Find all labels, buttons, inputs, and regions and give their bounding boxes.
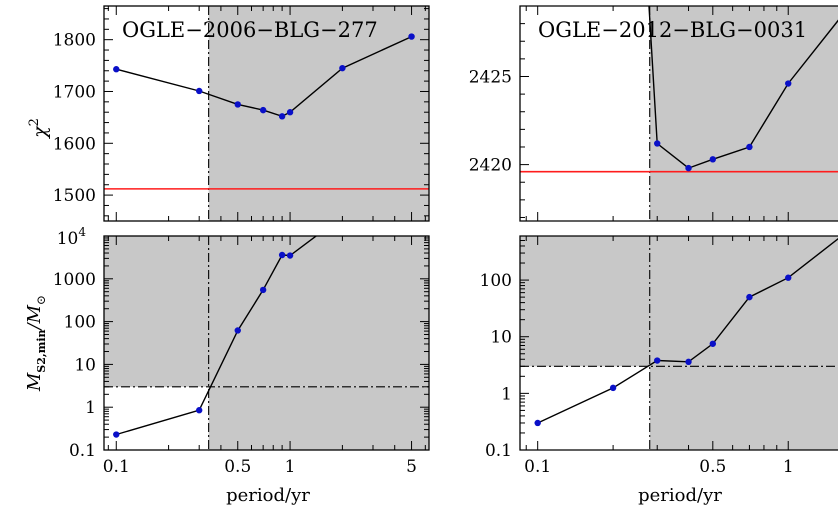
panel-title: OGLE−2006−BLG−277: [122, 18, 378, 42]
x-tick-label: 5: [406, 457, 417, 477]
data-point: [746, 143, 753, 151]
data-point: [785, 274, 792, 281]
data-point: [408, 33, 415, 40]
panel-top-right: 2420 2425 OGLE−2012−BLG−0031: [469, 5, 838, 222]
data-point: [286, 252, 294, 259]
panel-title: OGLE−2012−BLG−0031: [538, 18, 807, 42]
y-tick-label: 10: [74, 355, 96, 375]
data-point: [234, 327, 241, 334]
data-point: [339, 64, 346, 72]
data-point: [195, 407, 203, 414]
y-tick-label: 100: [480, 271, 512, 291]
x-tick-label: 0.5: [699, 457, 726, 477]
data-point: [685, 164, 692, 172]
y-tick-label: 10: [490, 328, 512, 348]
data-point: [746, 293, 753, 301]
data-point: [195, 87, 203, 95]
data-point: [278, 113, 286, 120]
y-axis-label: MS2,min/M⊙: [24, 295, 48, 392]
data-point: [113, 431, 120, 438]
y-tick-label: 2425: [469, 67, 512, 87]
data-point: [709, 156, 717, 163]
data-point: [259, 286, 267, 294]
y-tick-label: 1700: [53, 82, 96, 102]
x-axis-label: period/yr: [226, 485, 310, 506]
panel-top-left: 1500 1600 1700 1800 OGLE−2006−BLG−277 χ2: [27, 5, 430, 222]
shaded-region: [208, 386, 429, 450]
panel-bottom-left: 0.1 0.5 1 5 0.1 1 10 100 1000 104 MS2,min/M⊙ peri…: [24, 225, 430, 506]
y-tick-label: 1600: [53, 134, 96, 154]
data-point: [234, 101, 241, 108]
y-tick-label: 0.1: [485, 441, 512, 461]
axes-frame: [519, 5, 838, 222]
shaded-region: [520, 236, 838, 367]
series-line: [116, 35, 412, 118]
data-point: [685, 358, 692, 366]
shaded-region: [104, 236, 429, 387]
x-axis-label: period/yr: [638, 485, 722, 506]
data-point: [709, 340, 717, 347]
y-tick-label: 100: [64, 313, 96, 333]
data-point: [785, 80, 792, 87]
shaded-region: [649, 366, 838, 450]
x-tick-label: 1: [783, 457, 794, 477]
data-point: [113, 66, 120, 73]
axes-frame: [519, 235, 838, 451]
y-tick-label: 0.1: [69, 441, 96, 461]
y-tick-label: 1800: [53, 31, 96, 51]
data-point: [534, 419, 541, 427]
data-point: [654, 140, 661, 147]
x-tick-label: 0.5: [224, 457, 251, 477]
y-tick-label: 1000: [53, 270, 96, 290]
series-line: [537, 237, 838, 424]
data-point: [286, 109, 294, 116]
x-tick-label: 0.1: [103, 457, 130, 477]
x-tick-label: 0.1: [524, 457, 551, 477]
data-point: [259, 106, 267, 114]
shaded-region: [649, 6, 838, 221]
y-axis-label: χ2: [27, 118, 51, 140]
data-point: [609, 384, 617, 392]
axes-frame: [103, 5, 430, 222]
y-tick-label: 2420: [469, 156, 512, 176]
y-tick-label: 1500: [53, 186, 96, 206]
x-tick-label: 1: [285, 457, 296, 477]
shaded-region: [208, 6, 429, 221]
y-tick-label: 1: [85, 398, 96, 418]
axes-frame: [103, 235, 430, 451]
panel-bottom-right: 0.1 0.5 1 0.1 1 10 100 period/yr: [480, 235, 838, 506]
data-point: [278, 251, 286, 259]
y-tick-label: 1: [501, 384, 512, 404]
y-tick-label: 104: [57, 225, 87, 249]
y-tick-label-exponent: 4: [78, 225, 86, 239]
data-point: [654, 357, 661, 364]
